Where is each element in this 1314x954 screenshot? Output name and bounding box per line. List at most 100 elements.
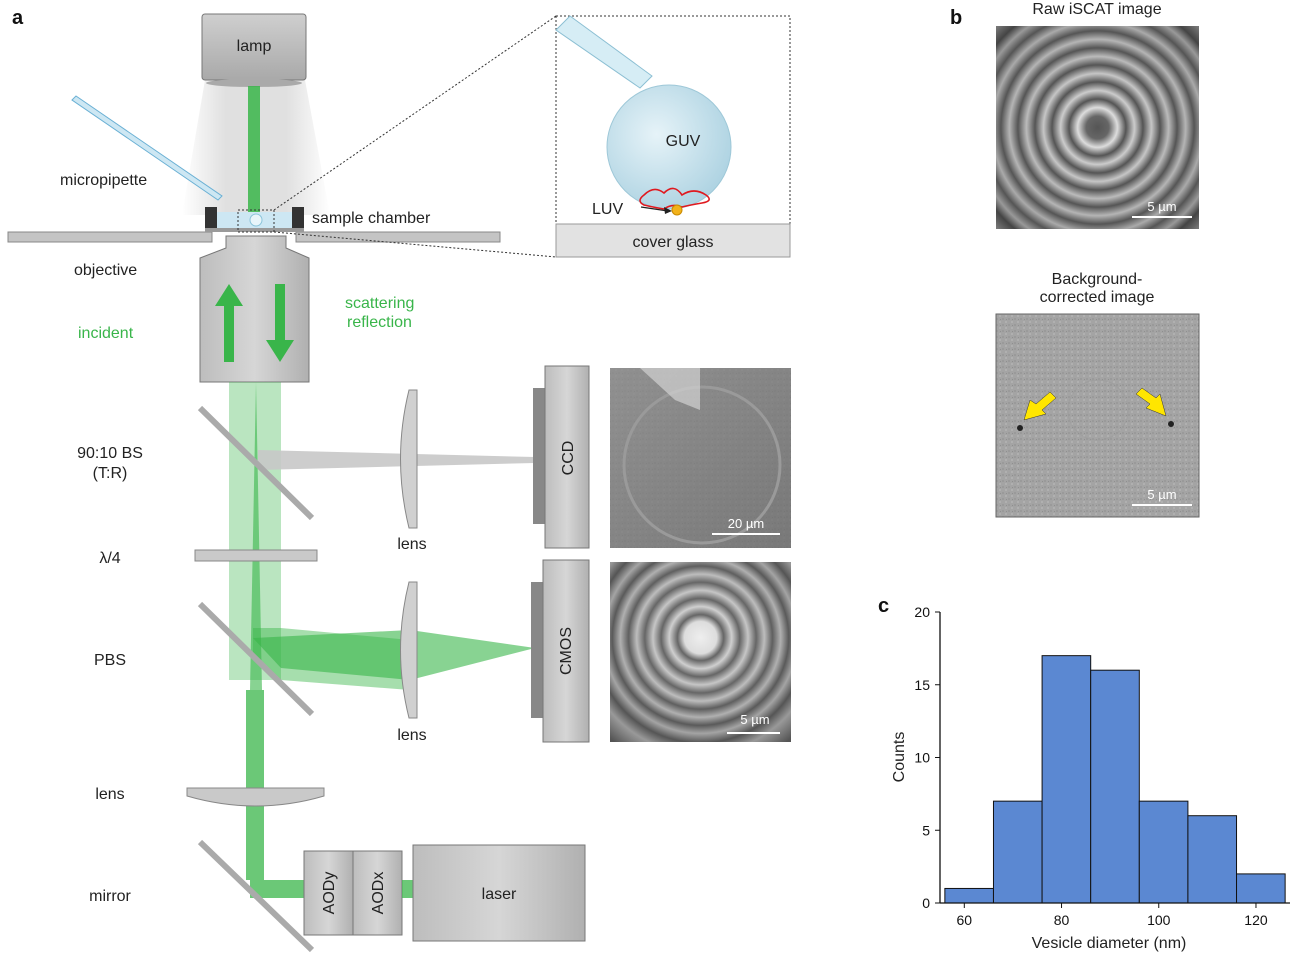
ccd-label: CCD (560, 441, 577, 476)
focused-beam-cone (250, 382, 262, 690)
inset-red-lipids (639, 187, 710, 210)
bg-image-title-line2: corrected image (1040, 289, 1155, 306)
aody-label: AODy (321, 872, 338, 915)
inset-panel: GUV LUV cover glass (555, 15, 791, 258)
y-tick-label: 20 (914, 604, 930, 620)
stage-right (295, 231, 501, 243)
reflection-label: reflection (347, 314, 412, 331)
scattering-label: scattering (345, 295, 414, 312)
bs-label-line2: (T:R) (93, 465, 128, 482)
laser (412, 844, 586, 942)
incident-label: incident (78, 325, 134, 342)
zoom-line-bottom (273, 231, 557, 258)
lens-bottom-label: lens (95, 786, 124, 803)
x-tick-label: 80 (1054, 912, 1070, 928)
vesicle-spot-right (1168, 421, 1174, 427)
inset-luv-label: LUV (592, 201, 623, 218)
beam-splitter-9010 (197, 405, 315, 521)
quarter-wave-plate (194, 549, 318, 562)
panel-label-c: c (878, 595, 889, 617)
objective-label: objective (74, 262, 137, 279)
panel-label-b: b (950, 7, 962, 29)
zoom-box (237, 209, 275, 233)
aody (303, 850, 354, 936)
raw-iscat-image: 5 µm (996, 26, 1199, 229)
y-tick-label: 5 (922, 822, 930, 838)
bs-label-line1: 90:10 BS (77, 445, 143, 462)
histogram-bar (944, 887, 994, 904)
laser-beam-vertical (246, 690, 264, 880)
chamber-wall-left (205, 207, 217, 229)
ccd-scale-label: 20 µm (728, 516, 764, 531)
y-tick-label: 15 (914, 677, 930, 693)
mirror (197, 839, 315, 953)
lens-ccd-label: lens (397, 536, 426, 553)
raw-scale-label: 5 µm (1147, 199, 1176, 214)
objective (199, 235, 310, 383)
ccd-image: 20 µm (610, 368, 791, 548)
y-axis-label: Counts (891, 732, 908, 783)
luv-pointer (640, 206, 669, 212)
cmos-scale-label: 5 µm (740, 712, 769, 727)
ccd-camera (544, 365, 590, 549)
bg-scale-label: 5 µm (1147, 487, 1176, 502)
histogram-bar (1090, 669, 1140, 904)
incident-beam-top (248, 86, 260, 216)
y-tick-label: 10 (914, 750, 930, 766)
ccd-beam (258, 450, 535, 470)
histogram-bar (1041, 655, 1092, 904)
yellow-arrow-right (1135, 387, 1167, 417)
incident-arrow (215, 284, 243, 362)
panel-label-a: a (12, 7, 24, 29)
histogram-bar (1236, 873, 1286, 904)
cmos-image: 5 µm (610, 562, 791, 742)
laser-label: laser (482, 886, 517, 903)
lens-cmos-label: lens (397, 727, 426, 744)
quarter-wave-label: λ/4 (99, 550, 120, 567)
inset-cover-glass-label: cover glass (633, 234, 714, 251)
cmos-sensor (531, 582, 543, 718)
reflection-arrow (266, 284, 294, 362)
x-axis-label: Vesicle diameter (nm) (1032, 935, 1187, 952)
inset-guv (606, 84, 732, 210)
lens-bottom (186, 787, 325, 807)
histogram-bar (992, 800, 1043, 904)
cmos-label: CMOS (558, 627, 575, 675)
y-tick-label: 0 (922, 895, 930, 911)
micropipette-label: micropipette (60, 172, 147, 189)
laser-beam-horizontal (250, 880, 304, 898)
inset-micropipette (555, 15, 653, 89)
x-tick-label: 100 (1147, 912, 1171, 928)
polarizing-beam-splitter (197, 601, 315, 717)
histogram-bar (1138, 800, 1189, 904)
x-tick-label: 120 (1244, 912, 1268, 928)
guv-in-chamber (249, 213, 263, 227)
x-tick-label: 60 (957, 912, 973, 928)
lens-ccd (400, 389, 418, 529)
faint-residual-ring (1067, 379, 1129, 441)
inset-guv-label: GUV (666, 133, 701, 150)
vesicle-diameter-histogram: 60 80 100 120 0 5 10 15 20 Vesicle diameter (nm… (891, 604, 1290, 952)
zoom-line-top (273, 15, 557, 211)
bg-image-title-line1: Background- (1052, 271, 1143, 288)
pbs-beam-b (253, 630, 535, 680)
luv-pointer-head (664, 207, 672, 214)
stage-left (7, 231, 213, 243)
ccd-guv-outline (622, 385, 782, 545)
mirror-label: mirror (89, 888, 131, 905)
background-corrected-image: 5 µm (995, 313, 1200, 518)
vesicle-spot-left (1017, 425, 1023, 431)
cmos-camera (542, 559, 590, 743)
histogram-bars (944, 655, 1286, 904)
yellow-arrow-left (1023, 391, 1057, 421)
aodx-label: AODx (370, 872, 387, 915)
histogram-bar (1187, 815, 1238, 904)
lamp-condenser (206, 79, 302, 87)
chamber-wall-right (292, 207, 304, 229)
laser-output-beam (402, 880, 414, 898)
micropipette (71, 95, 223, 201)
inset-cover-glass (555, 223, 791, 258)
chamber-glass (205, 228, 304, 232)
lens-cmos (400, 581, 418, 719)
sample-chamber-label: sample chamber (312, 210, 431, 227)
